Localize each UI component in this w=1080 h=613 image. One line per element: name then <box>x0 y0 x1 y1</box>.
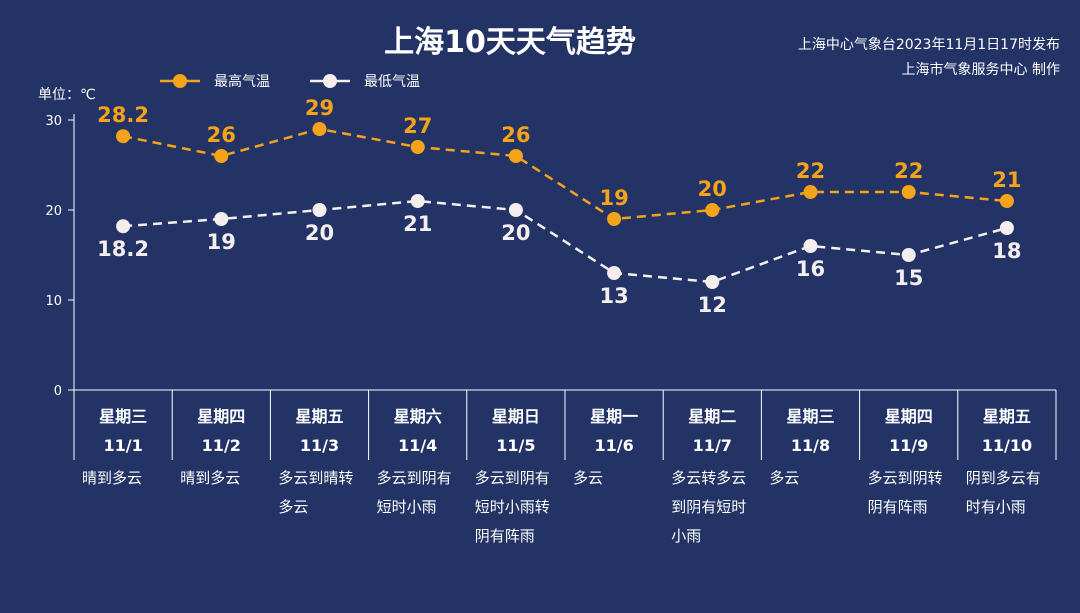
weather-description: 多云到阴有 <box>377 469 452 487</box>
data-point <box>508 149 523 163</box>
data-label: 16 <box>796 257 825 281</box>
y-tick-label: 20 <box>45 204 62 219</box>
data-point <box>803 185 818 199</box>
data-label: 29 <box>305 96 334 120</box>
data-label: 20 <box>698 177 727 201</box>
data-point <box>116 219 131 234</box>
date-label: 11/9 <box>889 436 928 455</box>
data-point <box>116 129 131 144</box>
data-point <box>999 194 1014 208</box>
weather-description: 短时小雨 <box>377 498 437 516</box>
date-label: 11/3 <box>300 436 339 455</box>
weather-description: 阴有阵雨 <box>868 498 928 516</box>
data-label: 21 <box>403 212 432 236</box>
data-label: 18.2 <box>97 237 149 261</box>
weather-description: 晴到多云 <box>180 469 240 487</box>
data-label: 28.2 <box>97 103 149 127</box>
y-tick-label: 10 <box>45 294 62 309</box>
series-high: 28.2 26 29 27 26 19 20 22 22 21 <box>97 96 1022 226</box>
data-point <box>705 203 720 217</box>
weather-description: 阴到多云有 <box>966 469 1041 487</box>
weekday-label: 星期五 <box>983 407 1031 426</box>
data-label: 20 <box>305 221 334 245</box>
data-label: 22 <box>796 159 825 183</box>
weather-description: 多云 <box>769 469 799 487</box>
weekday-label: 星期四 <box>197 407 245 426</box>
data-label: 15 <box>894 266 923 290</box>
data-label: 19 <box>207 230 236 254</box>
weekday-label: 星期二 <box>688 407 736 426</box>
data-label: 13 <box>599 284 628 308</box>
weather-description: 到阴有短时 <box>671 498 746 516</box>
source-line-2: 上海市气象服务中心 制作 <box>902 61 1060 78</box>
data-point <box>312 203 327 217</box>
weekday-label: 星期五 <box>295 407 343 426</box>
weather-description: 晴到多云 <box>82 469 142 487</box>
weekday-label: 星期六 <box>394 407 442 426</box>
weather-description: 时有小雨 <box>966 498 1026 516</box>
data-point <box>901 185 916 199</box>
weekday-label: 星期日 <box>492 407 540 426</box>
date-label: 11/5 <box>496 436 535 455</box>
x-category-labels: 星期三11/1晴到多云星期四11/2晴到多云星期五11/3多云到晴转多云星期六1… <box>82 407 1041 545</box>
date-label: 11/1 <box>103 436 142 455</box>
weather-description: 阴有阵雨 <box>475 527 535 545</box>
data-point <box>214 212 229 226</box>
weather-description: 短时小雨转 <box>475 498 550 516</box>
data-label: 20 <box>501 221 530 245</box>
weather-description: 多云转多云 <box>671 469 746 487</box>
data-point <box>508 203 523 217</box>
legend-label-high: 最高气温 <box>214 73 270 90</box>
date-label: 11/8 <box>791 436 830 455</box>
series-low: 18.2 19 20 21 20 13 12 16 15 18 <box>97 194 1022 317</box>
legend-swatch-low-dot <box>323 74 337 88</box>
data-label: 18 <box>992 239 1021 263</box>
weekday-label: 星期三 <box>786 407 834 426</box>
data-label: 26 <box>501 123 530 147</box>
weather-description: 多云到阴有 <box>475 469 550 487</box>
date-label: 11/2 <box>202 436 241 455</box>
data-point <box>607 266 622 280</box>
data-point <box>803 239 818 253</box>
axes: 0 10 20 30 <box>45 114 1057 460</box>
data-point <box>410 140 425 154</box>
weather-description: 多云 <box>573 469 603 487</box>
y-tick-label: 30 <box>45 114 62 129</box>
data-label: 19 <box>599 186 628 210</box>
weather-description: 小雨 <box>671 527 701 545</box>
legend-swatch-high-dot <box>173 74 187 88</box>
series-line <box>123 199 1008 284</box>
series-line <box>122 127 1008 221</box>
data-point <box>901 248 916 262</box>
date-label: 11/4 <box>398 436 437 455</box>
y-tick-label: 0 <box>54 384 62 399</box>
weather-description: 多云到阴转 <box>868 469 943 487</box>
date-label: 11/6 <box>594 436 633 455</box>
weekday-label: 星期四 <box>885 407 933 426</box>
data-point <box>607 212 622 226</box>
weather-description: 多云到晴转 <box>278 469 353 487</box>
data-label: 27 <box>403 114 432 138</box>
data-point <box>705 275 720 289</box>
data-point <box>214 149 229 163</box>
weekday-label: 星期一 <box>590 407 638 426</box>
data-point <box>312 122 327 136</box>
data-point <box>410 194 425 208</box>
legend: 最高气温 最低气温 <box>160 73 420 90</box>
data-point <box>999 221 1014 235</box>
data-label: 26 <box>207 123 236 147</box>
data-label: 22 <box>894 159 923 183</box>
weather-description: 多云 <box>278 498 308 516</box>
chart-title: 上海10天天气趋势 <box>384 25 636 60</box>
data-label: 21 <box>992 168 1021 192</box>
source-line-1: 上海中心气象台2023年11月1日17时发布 <box>798 37 1060 53</box>
date-label: 11/10 <box>982 436 1032 455</box>
legend-label-low: 最低气温 <box>364 74 420 90</box>
unit-label: 单位：℃ <box>38 87 96 103</box>
data-label: 12 <box>698 293 727 317</box>
date-label: 11/7 <box>693 436 732 455</box>
weekday-label: 星期三 <box>99 407 147 426</box>
